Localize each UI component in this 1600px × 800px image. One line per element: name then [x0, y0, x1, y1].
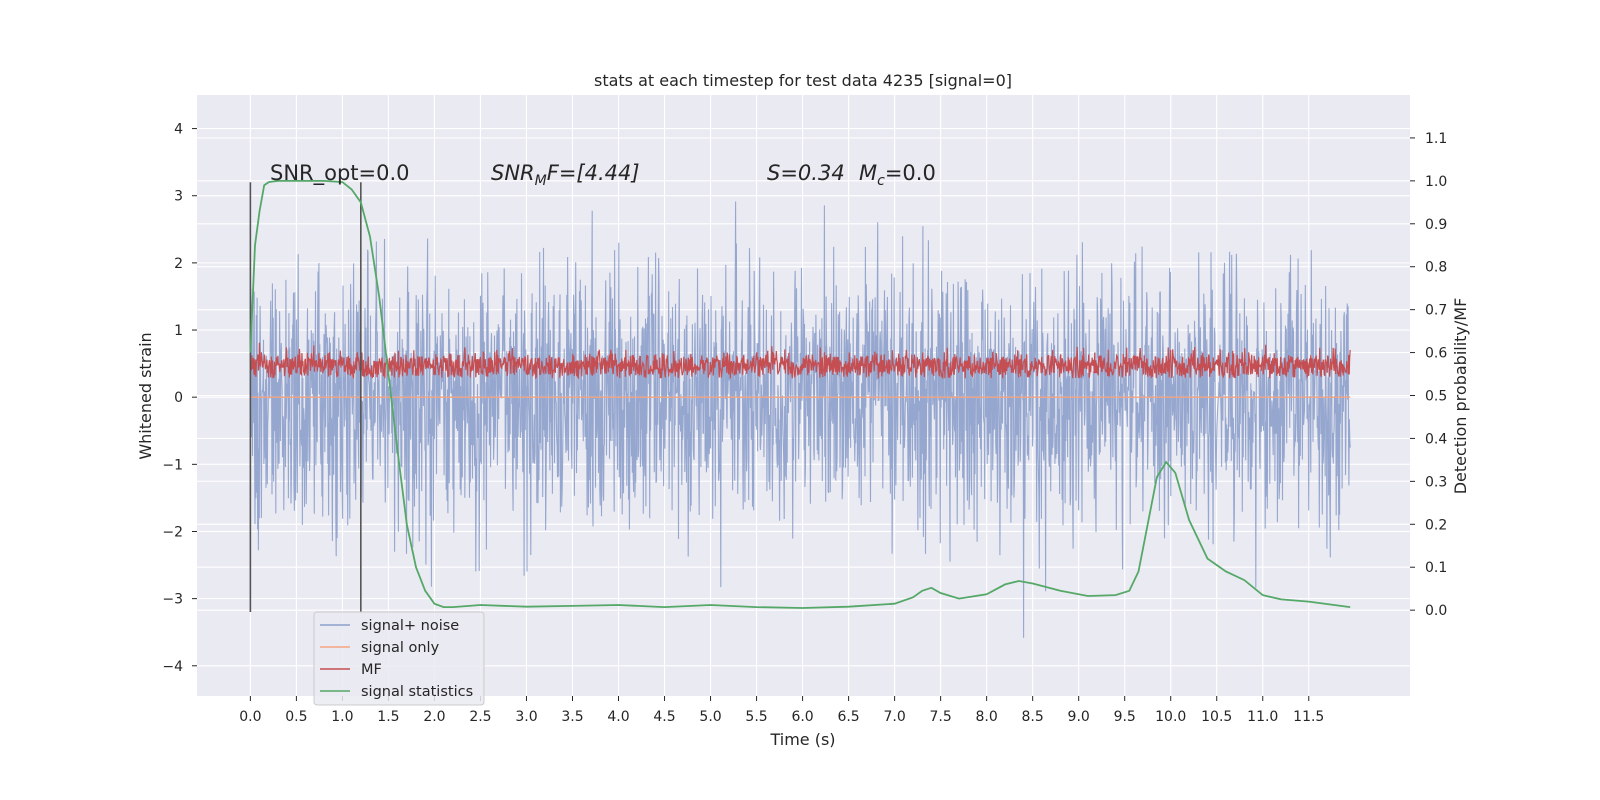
x-tick-label: 2.5 — [469, 709, 491, 725]
x-tick-label: 1.5 — [377, 709, 399, 725]
axis-ticks: 0.0 0.5 1.0 1.5 2.0 2.5 3.0 3.5 4.0 4.5 5.0 5.5 6.0 6… — [162, 122, 1447, 725]
annotation-s-value: S=0.34 — [767, 161, 845, 185]
x-tick-label: 11.5 — [1293, 709, 1324, 725]
x-tick-label: 9.0 — [1068, 709, 1090, 725]
y-right-tick-label: 0.8 — [1425, 260, 1447, 276]
y-tick-label: 4 — [174, 122, 183, 138]
series-signal-statistics-line — [249, 180, 1351, 609]
annotation-mc: Mc=0.0 — [859, 161, 936, 189]
x-tick-label: 6.5 — [837, 709, 859, 725]
y-right-tick-label: 1.1 — [1425, 131, 1447, 147]
y-right-tick-label: 1.0 — [1425, 174, 1447, 190]
y-tick-label: −2 — [162, 524, 183, 540]
legend-label-signal-noise: signal+ noise — [361, 618, 459, 634]
x-tick-label: 11.0 — [1247, 709, 1278, 725]
y-right-tick-label: 0.9 — [1425, 217, 1447, 233]
y-right-tick-label: 0.6 — [1425, 346, 1447, 362]
x-tick-label: 0.5 — [285, 709, 307, 725]
x-tick-label: 5.0 — [699, 709, 721, 725]
y-right-tick-label: 0.5 — [1425, 389, 1447, 405]
y-right-tick-label: 0.0 — [1425, 603, 1447, 619]
legend-box — [313, 611, 485, 706]
y-right-tick-label: 0.7 — [1425, 303, 1447, 319]
chart-title: stats at each timestep for test data 423… — [594, 71, 1012, 90]
x-axis-label: Time (s) — [769, 730, 835, 749]
x-tick-label: 5.5 — [745, 709, 767, 725]
x-tick-label: 10.0 — [1155, 709, 1186, 725]
x-tick-label: 0.0 — [239, 709, 261, 725]
y-right-tick-label: 0.4 — [1425, 431, 1447, 447]
annotation-snr-opt: SNR_opt=0.0 — [270, 161, 410, 186]
y-tick-label: −4 — [162, 659, 183, 675]
y-tick-label: 0 — [174, 390, 183, 406]
x-tick-label: 4.5 — [653, 709, 675, 725]
legend-label-signal-only: signal only — [361, 640, 440, 656]
y-tick-label: −3 — [162, 592, 183, 608]
x-tick-label: 3.0 — [515, 709, 537, 725]
y-axis-right-label: Detection probability/MF — [1451, 298, 1470, 495]
x-tick-label: 8.0 — [976, 709, 998, 725]
annotation-snr-mf: SNRMF=[4.44] — [491, 161, 640, 189]
legend: signal+ noise signal only MF signal stat… — [313, 611, 485, 706]
y-axis-label: Whitened strain — [136, 332, 155, 459]
x-tick-label: 6.0 — [791, 709, 813, 725]
y-right-tick-label: 0.1 — [1425, 560, 1447, 576]
x-tick-label: 7.5 — [929, 709, 951, 725]
legend-label-signal-statistics: signal statistics — [361, 684, 473, 700]
y-tick-label: −1 — [162, 457, 183, 473]
x-tick-label: 7.0 — [883, 709, 905, 725]
series-signal-noise-line — [249, 201, 1351, 638]
y-right-tick-label: 0.2 — [1425, 517, 1447, 533]
x-tick-label: 2.0 — [423, 709, 445, 725]
plot-series — [249, 180, 1351, 638]
series-mf-line — [249, 342, 1351, 380]
y-tick-label: 3 — [174, 189, 183, 205]
x-tick-label: 3.5 — [561, 709, 583, 725]
x-tick-label: 10.5 — [1201, 709, 1232, 725]
y-tick-label: 2 — [174, 256, 183, 272]
y-right-tick-label: 0.3 — [1425, 474, 1447, 490]
x-tick-label: 4.0 — [607, 709, 629, 725]
x-tick-label: 1.0 — [331, 709, 353, 725]
x-tick-label: 9.5 — [1114, 709, 1136, 725]
legend-label-mf: MF — [361, 662, 382, 678]
y-tick-label: 1 — [174, 323, 183, 339]
x-tick-label: 8.5 — [1022, 709, 1044, 725]
